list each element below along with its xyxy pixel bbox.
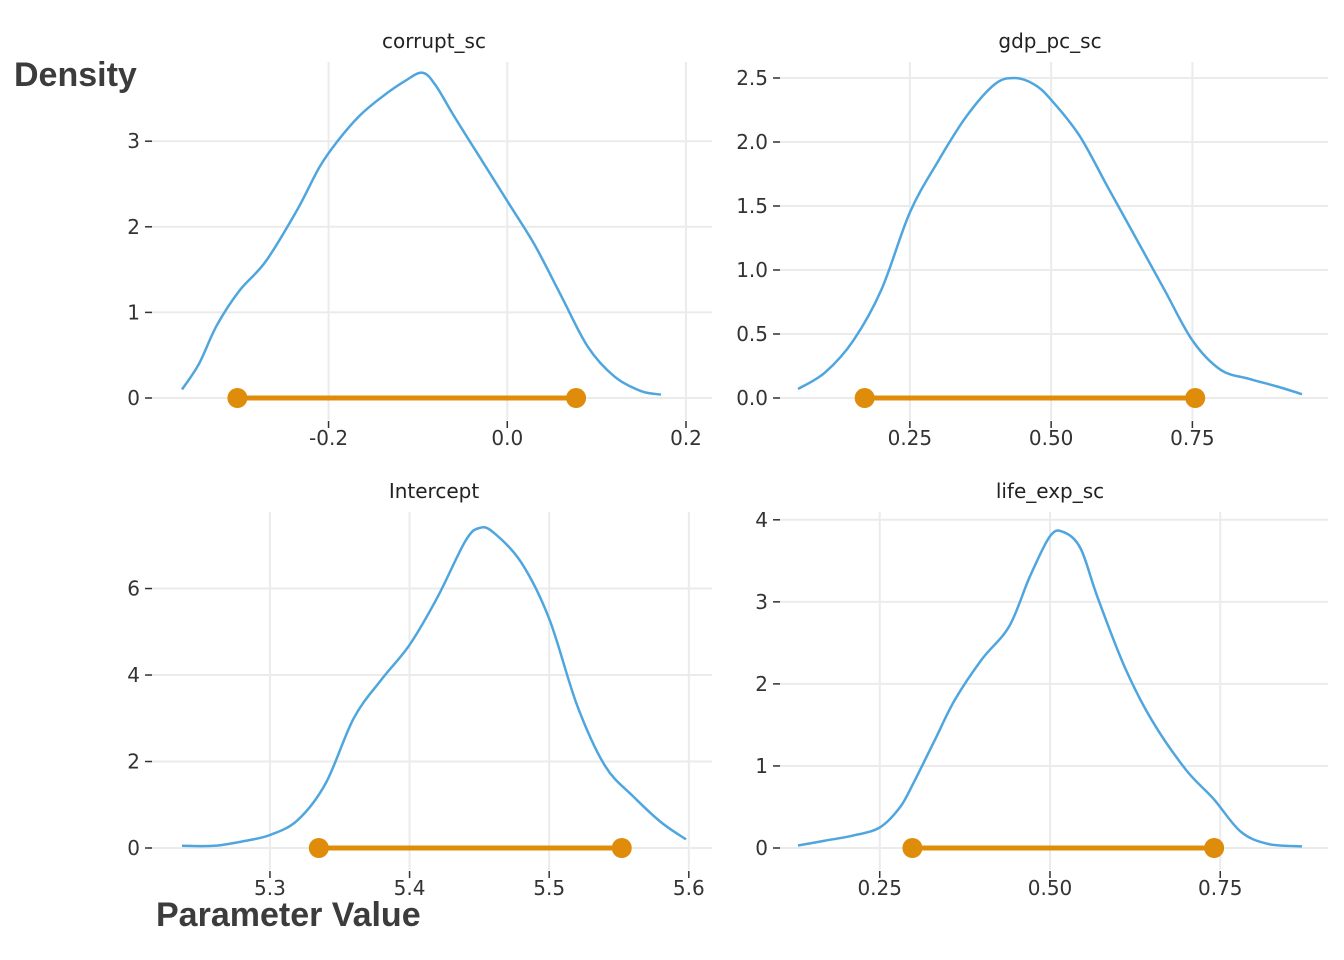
y-axis-label: Density <box>14 56 137 94</box>
panel-2-interval-upper-point <box>1185 388 1206 408</box>
panel-3-density-curve <box>181 525 687 848</box>
panel-1-ytick-label: 0 <box>127 386 140 410</box>
panel-1-ytick-label: 2 <box>127 215 140 239</box>
panel-1-ytick-label: 3 <box>127 129 140 153</box>
panel-4-ytick-label: 4 <box>755 508 768 532</box>
panel-2-ytick-label: 0.5 <box>736 322 768 346</box>
panel-3-xtick-label: 5.3 <box>254 876 286 900</box>
panel-1-interval-lower-point <box>227 388 248 408</box>
panel-4-ytick-label: 0 <box>755 836 768 860</box>
panel-4-density-curve <box>797 529 1303 848</box>
panel-3-xtick-label: 5.6 <box>673 876 705 900</box>
panel-2-xtick-label: 0.75 <box>1170 426 1215 450</box>
panel-2-ytick-label: 0.0 <box>736 386 768 410</box>
panel-2-ytick-label: 1.0 <box>736 258 768 282</box>
panel-1-density-curve <box>180 71 662 396</box>
panel-4-xtick-label: 0.75 <box>1198 876 1243 900</box>
panel-1-xtick-label: -0.2 <box>309 426 348 450</box>
panel-3-ytick-label: 4 <box>127 663 140 687</box>
panel-3-ytick-label: 2 <box>127 750 140 774</box>
panel-2-ytick-label: 1.5 <box>736 194 768 218</box>
panel-4-ytick-label: 1 <box>755 754 768 778</box>
panel-3-ytick-label: 0 <box>127 836 140 860</box>
panel-4-xtick-label: 0.50 <box>1028 876 1073 900</box>
panel-3-xtick-label: 5.4 <box>394 876 426 900</box>
panel-2-xtick-label: 0.25 <box>888 426 933 450</box>
panel-4-ytick-label: 3 <box>755 590 768 614</box>
panel-4-ytick-label: 2 <box>755 672 768 696</box>
panel-3-interval-upper-point <box>611 838 632 858</box>
panel-1-xtick-label: 0.2 <box>670 426 702 450</box>
panel-1-interval-upper-point <box>566 388 587 408</box>
panel-1-ytick-label: 1 <box>127 300 140 324</box>
x-axis-label: Parameter Value <box>156 896 421 934</box>
panel-2-title: gdp_pc_sc <box>998 29 1101 53</box>
panel-4-interval-lower-point <box>902 838 923 858</box>
panel-3-interval-lower-point <box>308 838 329 858</box>
panel-2-xtick-label: 0.50 <box>1029 426 1074 450</box>
panel-2-density-curve <box>797 76 1303 396</box>
panel-4-xtick-label: 0.25 <box>857 876 902 900</box>
panel-4-interval-upper-point <box>1204 838 1225 858</box>
panel-2-ytick-label: 2.5 <box>736 66 768 90</box>
panel-2-ytick-label: 2.0 <box>736 130 768 154</box>
panel-3-ytick-label: 6 <box>127 577 140 601</box>
panel-1-title: corrupt_sc <box>382 29 486 53</box>
panel-2-interval-lower-point <box>854 388 875 408</box>
panel-3-title: Intercept <box>389 479 480 503</box>
panel-1-xtick-label: 0.0 <box>491 426 523 450</box>
panel-3-xtick-label: 5.5 <box>533 876 565 900</box>
panel-4-title: life_exp_sc <box>996 479 1104 503</box>
